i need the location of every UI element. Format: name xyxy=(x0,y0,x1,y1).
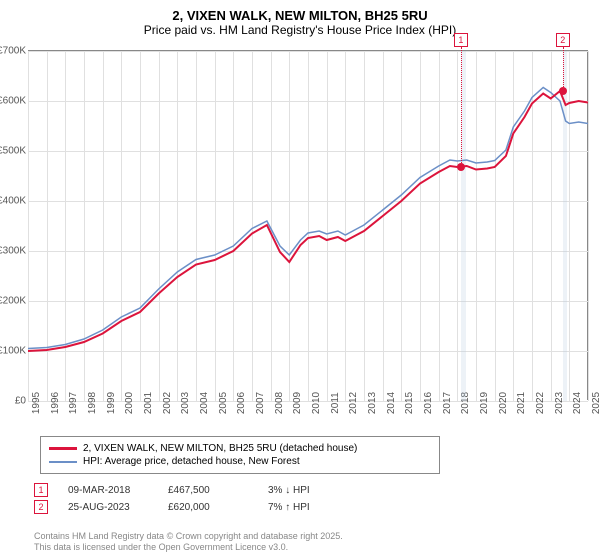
x-tick-label: 2025 xyxy=(591,392,600,414)
tx-delta: 3% ↓ HPI xyxy=(268,485,348,496)
transaction-row: 1 09-MAR-2018 £467,500 3% ↓ HPI xyxy=(34,483,348,497)
footer-line1: Contains HM Land Registry data © Crown c… xyxy=(34,531,343,543)
legend: 2, VIXEN WALK, NEW MILTON, BH25 5RU (det… xyxy=(40,436,440,474)
tx-delta: 7% ↑ HPI xyxy=(268,502,348,513)
tx-price: £467,500 xyxy=(168,485,248,496)
marker-dot-2 xyxy=(559,87,567,95)
y-tick-label: £500K xyxy=(0,146,26,157)
y-tick-label: £200K xyxy=(0,296,26,307)
legend-label-price: 2, VIXEN WALK, NEW MILTON, BH25 5RU (det… xyxy=(83,443,357,454)
series-hpi xyxy=(28,88,588,349)
chart-plot-area: £0£100K£200K£300K£400K£500K£600K£700K199… xyxy=(28,50,588,400)
marker-line xyxy=(461,47,462,167)
legend-swatch-price xyxy=(49,447,77,450)
legend-item-hpi: HPI: Average price, detached house, New … xyxy=(49,456,431,467)
chart-title: 2, VIXEN WALK, NEW MILTON, BH25 5RU Pric… xyxy=(0,0,600,41)
legend-label-hpi: HPI: Average price, detached house, New … xyxy=(83,456,300,467)
y-tick-label: £0 xyxy=(0,396,26,407)
title-subtitle: Price paid vs. HM Land Registry's House … xyxy=(0,23,600,37)
marker-line xyxy=(563,47,564,91)
chart-lines xyxy=(28,51,588,401)
y-tick-label: £100K xyxy=(0,346,26,357)
tx-date: 25-AUG-2023 xyxy=(68,502,148,513)
y-tick-label: £700K xyxy=(0,46,26,57)
footer-attribution: Contains HM Land Registry data © Crown c… xyxy=(34,531,343,554)
title-address: 2, VIXEN WALK, NEW MILTON, BH25 5RU xyxy=(0,8,600,23)
gridline-v xyxy=(588,51,589,401)
y-tick-label: £400K xyxy=(0,196,26,207)
tx-price: £620,000 xyxy=(168,502,248,513)
marker-box-2: 2 xyxy=(556,33,570,47)
marker-box-1: 1 xyxy=(454,33,468,47)
marker-dot-1 xyxy=(457,163,465,171)
transaction-row: 2 25-AUG-2023 £620,000 7% ↑ HPI xyxy=(34,500,348,514)
tx-marker: 1 xyxy=(34,483,48,497)
footer-line2: This data is licensed under the Open Gov… xyxy=(34,542,343,554)
tx-marker: 2 xyxy=(34,500,48,514)
y-tick-label: £600K xyxy=(0,96,26,107)
transaction-table: 1 09-MAR-2018 £467,500 3% ↓ HPI 2 25-AUG-2023… xyxy=(34,480,348,517)
tx-date: 09-MAR-2018 xyxy=(68,485,148,496)
legend-item-price: 2, VIXEN WALK, NEW MILTON, BH25 5RU (det… xyxy=(49,443,431,454)
series-price_paid xyxy=(28,91,588,351)
y-tick-label: £300K xyxy=(0,246,26,257)
legend-swatch-hpi xyxy=(49,461,77,463)
